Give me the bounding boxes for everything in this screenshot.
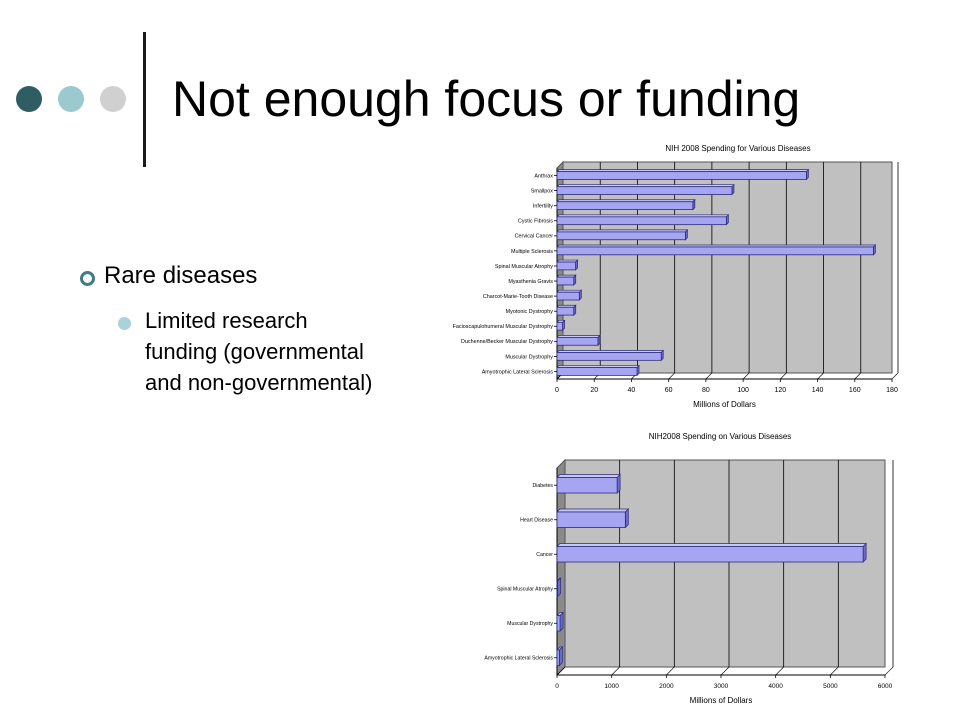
bar-top bbox=[556, 543, 867, 547]
x-tick-label: 80 bbox=[702, 387, 710, 394]
category-label: Facioscapulohumeral Muscular Dystrophy bbox=[453, 324, 554, 330]
category-label: Anthrax bbox=[534, 173, 553, 179]
decorative-dots bbox=[16, 86, 126, 114]
bar bbox=[556, 291, 580, 301]
x-tick-label: 1000 bbox=[604, 683, 619, 690]
x-axis-label: Millions of Dollars bbox=[693, 400, 756, 409]
bar-side bbox=[624, 508, 629, 529]
plot-back-wall bbox=[564, 459, 886, 668]
bar bbox=[556, 546, 864, 563]
floor-gridline bbox=[775, 666, 784, 676]
floor-gridline bbox=[884, 666, 894, 676]
x-tick-label: 0 bbox=[555, 387, 559, 394]
category-label: Muscular Dystrophy bbox=[505, 354, 553, 360]
floor-gridline bbox=[705, 372, 713, 380]
category-label: Cancer bbox=[536, 552, 553, 558]
x-axis-label: Millions of Dollars bbox=[690, 696, 753, 705]
x-tick-label: 20 bbox=[590, 387, 598, 394]
category-label: Multiple Sclerosis bbox=[511, 249, 553, 255]
bar bbox=[556, 580, 558, 597]
floor-gridline bbox=[891, 372, 899, 380]
bar-top bbox=[556, 474, 621, 478]
x-tick-label: 140 bbox=[812, 387, 824, 394]
x-tick-label: 60 bbox=[665, 387, 673, 394]
category-label: Spinal Muscular Atrophy bbox=[495, 264, 553, 270]
dot-dark bbox=[16, 86, 42, 112]
category-label: Charcot-Marie-Tooth Disease bbox=[483, 294, 553, 300]
floor-gridline bbox=[720, 666, 730, 676]
x-tick-label: 3000 bbox=[714, 683, 729, 690]
category-label: Myotonic Dystrophy bbox=[506, 309, 554, 315]
x-tick-label: 2000 bbox=[659, 683, 674, 690]
slide-title: Not enough focus or funding bbox=[172, 71, 801, 127]
x-tick-label: 4000 bbox=[768, 683, 783, 690]
bar bbox=[556, 261, 577, 271]
bar-side bbox=[616, 473, 621, 494]
floor-gridline bbox=[817, 372, 824, 380]
bar bbox=[556, 306, 575, 316]
chart-nih-spending-various: 0 20 40 60 80 100 120 140 160 180 Anthrax Smallpox I… bbox=[453, 144, 899, 409]
dot-gray bbox=[100, 86, 126, 112]
chart-title: NIH 2008 Spending for Various Diseases bbox=[665, 144, 810, 153]
floor-gridline bbox=[742, 372, 750, 380]
bar bbox=[556, 477, 618, 494]
category-label: Cystic Fibrosis bbox=[518, 219, 553, 225]
x-tick-label: 100 bbox=[737, 387, 749, 394]
category-label: Cervical Cancer bbox=[515, 234, 554, 240]
category-label: Heart Disease bbox=[520, 518, 553, 524]
bar-side bbox=[862, 542, 867, 563]
category-label: Duchenne/Becker Muscular Dystrophy bbox=[461, 339, 553, 345]
category-label: Infertility bbox=[533, 204, 553, 210]
bullet-dot-icon bbox=[118, 317, 131, 330]
x-tick-label: 180 bbox=[886, 387, 898, 394]
bar bbox=[556, 231, 686, 241]
bar bbox=[556, 276, 575, 286]
bar bbox=[556, 352, 662, 361]
bullet-level-2-text: Limited research funding (governmental a… bbox=[145, 308, 373, 395]
bar bbox=[556, 171, 807, 180]
x-tick-label: 5000 bbox=[823, 683, 838, 690]
floor-gridline bbox=[830, 666, 839, 676]
bar-side bbox=[559, 646, 563, 667]
bar bbox=[556, 321, 563, 331]
x-tick-label: 120 bbox=[774, 387, 786, 394]
x-tick-label: 6000 bbox=[878, 683, 893, 690]
chart-title: NIH2008 Spending on Various Diseases bbox=[649, 432, 792, 441]
bar bbox=[556, 649, 560, 666]
bar bbox=[556, 337, 599, 346]
x-tick-label: 160 bbox=[849, 387, 861, 394]
bar bbox=[556, 511, 626, 528]
floor-gridline bbox=[666, 666, 675, 676]
floor-gridline bbox=[854, 372, 861, 380]
plot-back-wall bbox=[562, 161, 893, 374]
floor-gridline bbox=[668, 372, 675, 380]
category-label: Diabetes bbox=[533, 483, 554, 489]
category-label: Smallpox bbox=[531, 188, 553, 194]
bar-top bbox=[556, 508, 630, 513]
bar-side bbox=[559, 611, 564, 632]
bar bbox=[556, 367, 638, 376]
bar bbox=[556, 246, 874, 256]
category-label: Spinal Muscular Atrophy bbox=[497, 587, 553, 593]
bar bbox=[556, 186, 733, 195]
x-tick-label: 40 bbox=[628, 387, 636, 394]
dot-light bbox=[58, 86, 84, 112]
category-label: Muscular Dystrophy bbox=[507, 621, 553, 627]
category-label: Myasthenia Gravis bbox=[508, 279, 553, 285]
bar bbox=[556, 615, 561, 632]
bullet-level-1-text: Rare diseases bbox=[104, 262, 258, 289]
title-divider bbox=[143, 32, 146, 167]
bar bbox=[556, 216, 727, 226]
bar bbox=[556, 201, 694, 210]
category-label: Amyotrophic Lateral Sclerosis bbox=[484, 656, 553, 662]
x-tick-label: 0 bbox=[555, 683, 559, 690]
chart-nih-spending-major: 0 1000 2000 3000 4000 5000 6000 Diabetes Heart D… bbox=[484, 432, 894, 705]
floor-gridline bbox=[611, 666, 620, 676]
bar-side bbox=[557, 577, 561, 598]
category-label: Amyotrophic Lateral Sclerosis bbox=[482, 369, 554, 375]
bullet-ring-icon bbox=[80, 271, 95, 286]
floor-gridline bbox=[780, 372, 787, 380]
floor-gridline bbox=[556, 666, 566, 676]
